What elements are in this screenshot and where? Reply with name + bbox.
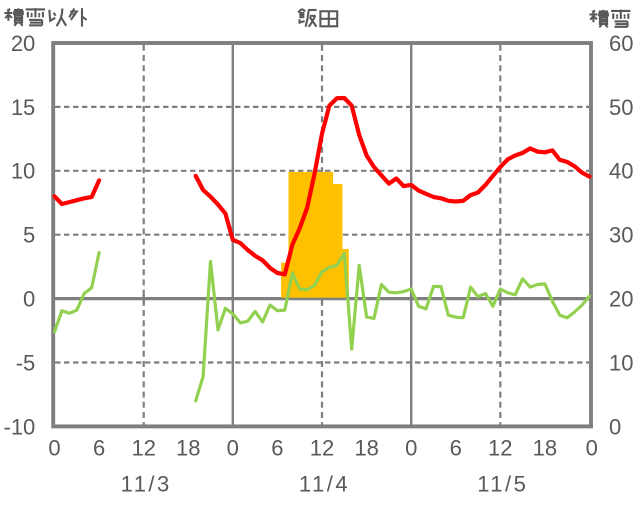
svg-text:0: 0 — [405, 436, 417, 461]
svg-text:50: 50 — [609, 95, 633, 120]
svg-text:5: 5 — [23, 223, 35, 248]
svg-text:10: 10 — [11, 159, 35, 184]
svg-text:30: 30 — [609, 223, 633, 248]
svg-text:40: 40 — [609, 159, 633, 184]
svg-text:0: 0 — [48, 436, 60, 461]
svg-text:20: 20 — [609, 287, 633, 312]
svg-text:11/5: 11/5 — [477, 472, 528, 497]
svg-text:12: 12 — [131, 436, 155, 461]
svg-text:0: 0 — [227, 436, 239, 461]
svg-text:60: 60 — [609, 31, 633, 56]
svg-text:11/3: 11/3 — [121, 472, 172, 497]
svg-text:15: 15 — [11, 95, 35, 120]
svg-text:-10: -10 — [4, 414, 36, 439]
svg-text:10: 10 — [609, 350, 633, 375]
svg-text:6: 6 — [450, 436, 462, 461]
svg-text:18: 18 — [533, 436, 557, 461]
svg-text:12: 12 — [310, 436, 334, 461]
svg-text:12: 12 — [488, 436, 512, 461]
svg-text:0: 0 — [586, 436, 598, 461]
svg-text:20: 20 — [11, 31, 35, 56]
svg-text:0: 0 — [609, 414, 621, 439]
svg-text:18: 18 — [176, 436, 200, 461]
svg-text:6: 6 — [93, 436, 105, 461]
svg-text:-5: -5 — [16, 350, 36, 375]
svg-text:0: 0 — [23, 287, 35, 312]
svg-text:11/4: 11/4 — [299, 472, 350, 497]
svg-text:18: 18 — [354, 436, 378, 461]
svg-text:6: 6 — [271, 436, 283, 461]
